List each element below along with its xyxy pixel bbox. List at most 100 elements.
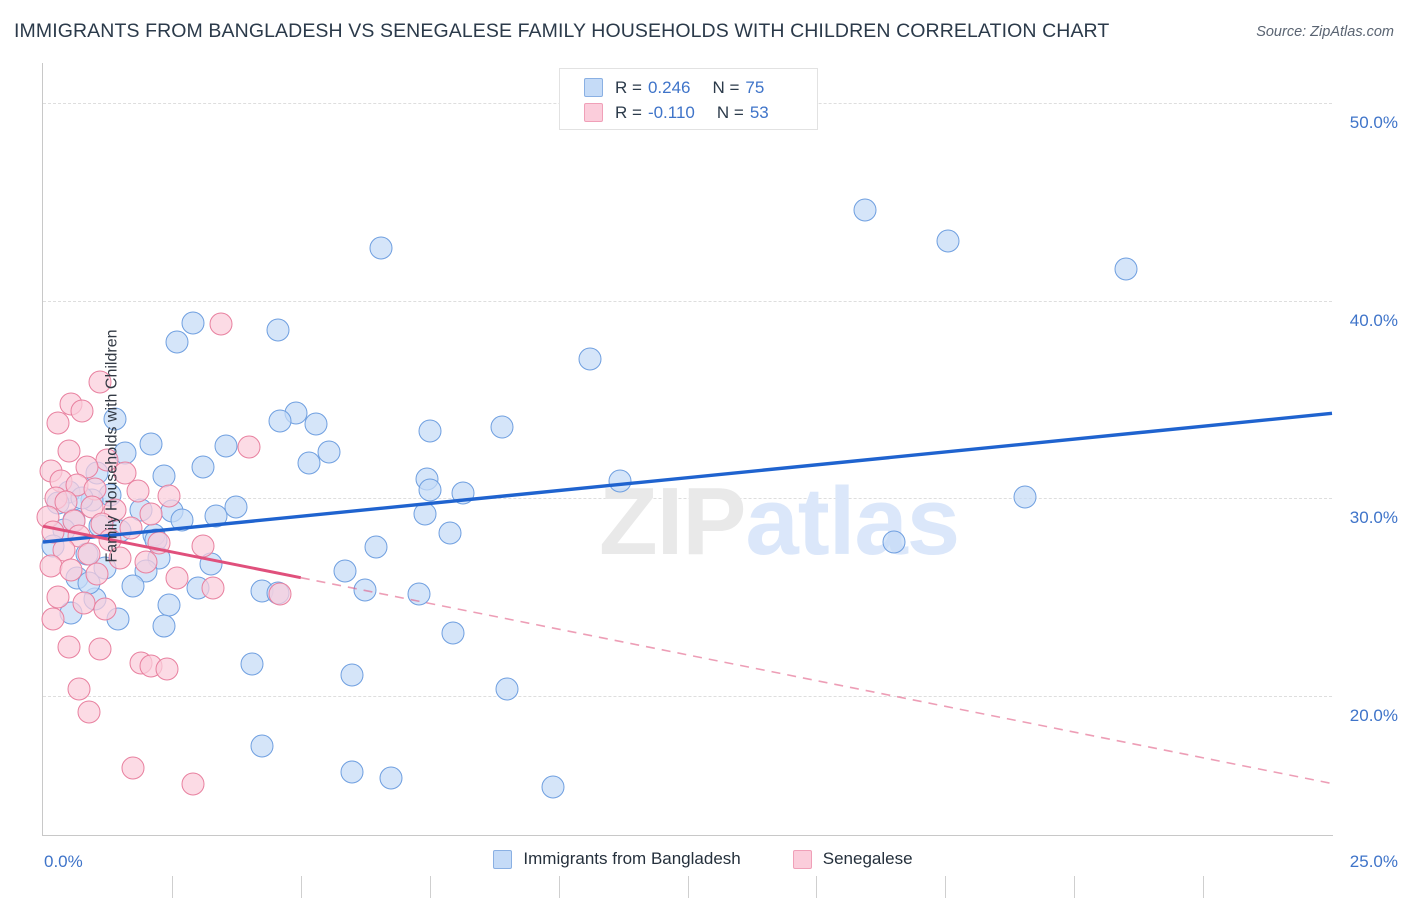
series-swatch-senegalese-icon (584, 103, 603, 122)
data-point (77, 700, 101, 724)
x-tick-2 (300, 876, 302, 898)
data-point (451, 481, 475, 505)
data-point (541, 775, 565, 799)
data-point (297, 451, 321, 475)
data-point (369, 236, 393, 260)
data-point (340, 760, 364, 784)
data-point (126, 479, 150, 503)
data-point (1114, 257, 1138, 281)
r-label-bangladesh: R = (615, 77, 642, 97)
stats-row-bangladesh: R = 0.246 N = 75 (560, 75, 817, 100)
data-point (57, 635, 81, 659)
data-point (304, 412, 328, 436)
data-point (134, 550, 158, 574)
x-tick-8 (1074, 876, 1076, 898)
data-point (67, 677, 91, 701)
data-point (340, 663, 364, 687)
series-legend: Immigrants from Bangladesh Senegalese (0, 849, 1406, 869)
data-point (88, 370, 112, 394)
data-point (201, 576, 225, 600)
watermark-atlas: atlas (745, 468, 960, 575)
data-point (41, 607, 65, 631)
data-point (441, 621, 465, 645)
data-point (268, 409, 292, 433)
x-tick-6 (816, 876, 818, 898)
data-point (170, 508, 194, 532)
legend-label-bangladesh: Immigrants from Bangladesh (523, 849, 741, 868)
x-tick-7 (945, 876, 947, 898)
y-tick-label-20: 20.0% (1349, 706, 1398, 726)
legend-item-senegalese[interactable]: Senegalese (792, 849, 913, 869)
page-title: IMMIGRANTS FROM BANGLADESH VS SENEGALESE… (14, 20, 1110, 42)
legend-swatch-senegalese-icon (792, 849, 812, 869)
series-swatch-bangladesh-icon (584, 78, 603, 97)
data-point (181, 772, 205, 796)
data-point (88, 637, 112, 661)
plot-area: ZIPatlas (36, 63, 1332, 898)
x-tick-3 (429, 876, 431, 898)
data-point (121, 756, 145, 780)
y-axis-title: Family Households with Children (103, 329, 121, 563)
y-tick-label-40: 40.0% (1349, 310, 1398, 330)
n-value-bangladesh: 75 (745, 77, 765, 97)
r-label-senegalese: R = (615, 102, 642, 122)
data-point (333, 559, 357, 583)
data-point (882, 530, 906, 554)
y-axis-line (42, 63, 43, 836)
data-point (46, 411, 70, 435)
correlation-stats-box: R = 0.246 N = 75 R = -0.110 N = 53 (559, 68, 818, 130)
r-value-bangladesh: 0.246 (647, 77, 691, 97)
data-point (214, 434, 238, 458)
data-point (121, 574, 145, 598)
data-point (72, 591, 96, 615)
data-point (495, 677, 519, 701)
y-tick-label-50: 50.0% (1349, 112, 1398, 132)
data-point (157, 484, 181, 508)
legend-item-bangladesh[interactable]: Immigrants from Bangladesh (493, 849, 741, 869)
data-point (268, 582, 292, 605)
data-point (139, 432, 163, 456)
data-point (237, 435, 261, 459)
data-point (353, 578, 377, 602)
x-tick-9 (1203, 876, 1205, 898)
gridline-20 (43, 696, 1332, 698)
data-point (39, 554, 63, 578)
data-point (490, 415, 514, 439)
data-point (181, 311, 205, 335)
data-point (93, 597, 117, 621)
data-point (1013, 485, 1037, 508)
r-value-senegalese: -0.110 (647, 102, 695, 122)
x-axis-min-label: 0.0% (44, 852, 83, 871)
data-point (157, 593, 181, 617)
data-point (266, 318, 290, 342)
x-tick-1 (171, 876, 173, 898)
data-point (155, 657, 179, 681)
data-point (379, 766, 403, 790)
data-point (209, 312, 233, 336)
data-point (418, 419, 442, 443)
data-point (853, 198, 877, 222)
data-point (418, 478, 442, 502)
n-label-bangladesh: N = (712, 77, 740, 97)
data-point (85, 562, 109, 586)
stats-row-senegalese: R = -0.110 N = 53 (560, 100, 817, 125)
data-point (70, 399, 94, 423)
data-point (438, 521, 462, 545)
data-point (413, 502, 437, 526)
data-point (250, 734, 274, 758)
x-tick-5 (687, 876, 689, 898)
data-point (139, 502, 163, 526)
source-label: Source: ZipAtlas.com (1256, 24, 1394, 40)
legend-swatch-bangladesh-icon (493, 849, 513, 869)
data-point (240, 652, 264, 676)
data-point (578, 347, 602, 371)
data-point (936, 229, 960, 253)
data-point (407, 582, 431, 605)
gridline-40 (43, 300, 1332, 302)
data-point (608, 469, 632, 493)
data-point (191, 534, 215, 558)
data-point (204, 504, 228, 528)
x-axis-max-label: 25.0% (1349, 852, 1398, 871)
data-point (224, 495, 248, 519)
data-point (364, 535, 388, 559)
